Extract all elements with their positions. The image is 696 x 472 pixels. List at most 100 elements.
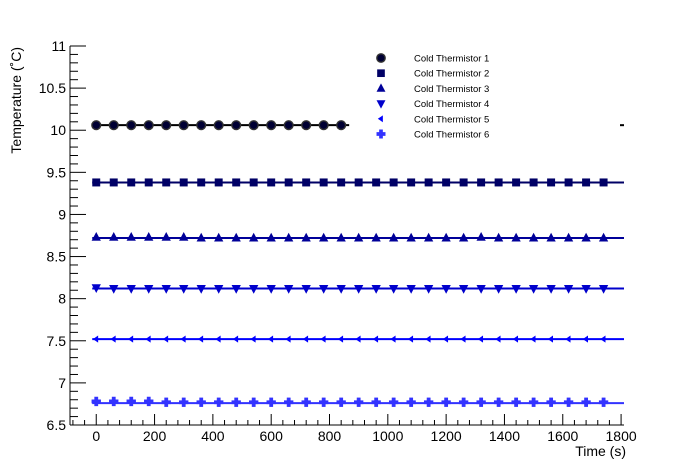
legend-label: Cold Thermistor 4 (414, 99, 489, 110)
data-point (91, 396, 101, 407)
data-point (144, 396, 154, 407)
data-point (127, 178, 136, 187)
data-point (546, 397, 556, 407)
data-point (196, 120, 207, 131)
y-tick-label: 7.5 (47, 333, 67, 349)
data-point (319, 178, 328, 187)
data-point (232, 335, 239, 343)
data-point (232, 178, 241, 187)
data-point (267, 178, 276, 187)
data-point (388, 397, 399, 407)
data-point (599, 178, 608, 187)
data-point (563, 397, 574, 407)
data-point (213, 120, 224, 131)
data-point (441, 397, 451, 407)
data-point (407, 178, 416, 187)
data-point (600, 335, 606, 343)
data-point (126, 120, 137, 131)
legend-label: Cold Thermistor 2 (414, 69, 489, 80)
data-point (441, 232, 451, 242)
data-point (354, 285, 364, 294)
data-point (266, 285, 276, 294)
data-point (249, 232, 259, 242)
data-point (476, 231, 486, 241)
data-point (355, 335, 361, 343)
legend-marker (376, 129, 386, 139)
data-point (458, 397, 469, 407)
data-point (215, 335, 221, 343)
data-point (162, 178, 171, 187)
data-point (266, 397, 276, 407)
data-point (91, 231, 101, 241)
data-point (302, 178, 311, 187)
data-point (581, 397, 591, 407)
x-tick-label: 1000 (372, 428, 403, 444)
data-point (353, 397, 364, 407)
data-point (92, 335, 99, 343)
data-point (563, 232, 574, 242)
data-point (179, 231, 189, 241)
legend-marker (376, 53, 386, 63)
data-point (91, 120, 102, 131)
data-point (458, 285, 469, 294)
data-point (406, 397, 416, 407)
data-point (441, 285, 451, 294)
legend-label: Cold Thermistor 3 (414, 84, 489, 95)
data-point (301, 120, 312, 131)
data-point (581, 232, 591, 242)
data-point (266, 120, 277, 131)
data-point (425, 335, 431, 343)
data-point (318, 120, 329, 131)
legend-label: Cold Thermistor 5 (414, 114, 489, 125)
y-tick-label: 8.5 (47, 249, 67, 265)
data-point (371, 397, 381, 407)
data-point (319, 397, 329, 407)
legend-label: Cold Thermistor 6 (414, 130, 489, 141)
data-point (390, 335, 396, 343)
data-point (547, 178, 556, 187)
y-tick-label: 6.5 (47, 417, 67, 433)
data-point (284, 285, 294, 294)
data-point (126, 285, 136, 294)
x-tick-label: 400 (201, 428, 225, 444)
data-point (407, 335, 414, 343)
y-axis: 6.5 7 7.5 8 8.5 9 9.5 10 10.5 11 (39, 38, 86, 433)
data-point (372, 178, 381, 187)
data-point (493, 285, 504, 294)
data-point (319, 232, 329, 242)
data-point (511, 285, 521, 294)
data-point (249, 285, 259, 294)
data-point (214, 285, 224, 294)
data-point (423, 397, 434, 407)
data-point (109, 285, 119, 294)
data-point (476, 285, 486, 294)
data-point (354, 232, 364, 242)
data-point (442, 335, 449, 343)
data-point (144, 231, 154, 241)
data-point (389, 285, 399, 294)
data-point (477, 335, 484, 343)
data-point (283, 120, 294, 131)
data-point (424, 232, 434, 242)
data-point (161, 285, 171, 294)
data-point (336, 232, 346, 242)
data-point (371, 232, 381, 242)
y-tick-label: 9 (58, 206, 66, 222)
data-point (337, 335, 344, 343)
data-point (319, 285, 329, 294)
data-point (302, 335, 309, 343)
data-point (493, 232, 504, 242)
x-tick-label: 600 (260, 428, 284, 444)
data-point (476, 397, 486, 407)
data-point (582, 178, 591, 187)
data-point (179, 178, 188, 187)
data-point (547, 335, 554, 343)
y-axis-label: Temperature (˚C) (8, 47, 24, 154)
legend-marker (376, 83, 386, 92)
data-point (458, 232, 469, 242)
data-point (231, 397, 241, 407)
data-point (598, 232, 609, 242)
data-point (284, 178, 293, 187)
data-point (511, 232, 521, 242)
